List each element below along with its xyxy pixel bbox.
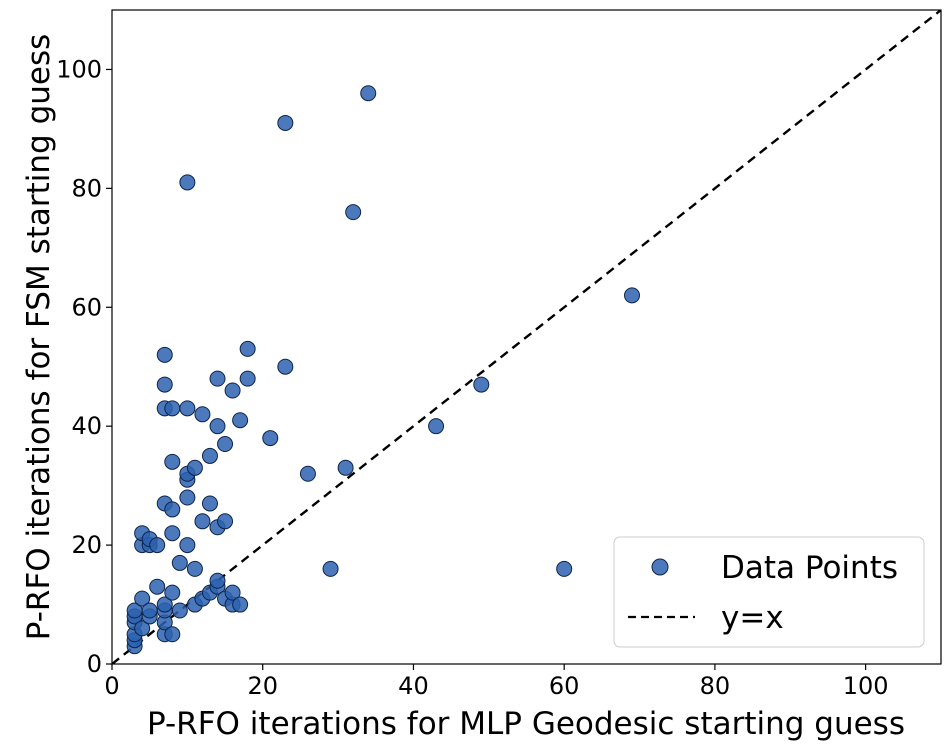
data-point <box>201 495 218 512</box>
data-point <box>179 489 196 506</box>
data-point <box>232 596 249 613</box>
legend-label-data-points: Data Points <box>721 550 898 586</box>
data-point <box>239 370 256 387</box>
data-point <box>179 400 196 417</box>
data-point <box>179 174 196 191</box>
data-point <box>171 554 188 571</box>
data-point <box>149 578 166 595</box>
legend-marker-data-points <box>651 558 669 576</box>
y-tick-label: 0 <box>87 650 102 678</box>
data-point <box>186 459 203 476</box>
data-point <box>179 537 196 554</box>
data-point <box>171 602 188 619</box>
data-point <box>156 346 173 363</box>
y-tick-label: 80 <box>71 174 102 202</box>
data-point <box>277 114 294 131</box>
data-point <box>224 382 241 399</box>
data-point <box>217 513 234 530</box>
y-tick-label: 20 <box>71 531 102 559</box>
data-point <box>262 430 279 447</box>
data-point <box>556 560 573 577</box>
x-tick-label: 100 <box>843 672 889 700</box>
data-point <box>209 370 226 387</box>
data-point <box>232 412 249 429</box>
data-point <box>322 560 339 577</box>
x-tick-label: 40 <box>398 672 429 700</box>
data-point <box>360 85 377 102</box>
x-tick-label: 60 <box>549 672 580 700</box>
x-tick-label: 20 <box>247 672 278 700</box>
data-point <box>164 501 181 518</box>
data-point <box>299 465 316 482</box>
data-point <box>149 537 166 554</box>
data-point <box>473 376 490 393</box>
data-point <box>134 620 151 637</box>
legend-box <box>613 536 925 648</box>
data-point <box>164 626 181 643</box>
data-point <box>239 340 256 357</box>
data-point <box>277 358 294 375</box>
plot-frame <box>111 9 942 665</box>
data-point <box>217 436 234 453</box>
data-point <box>156 376 173 393</box>
data-point <box>164 584 181 601</box>
data-point <box>337 459 354 476</box>
data-point <box>345 204 362 221</box>
y-axis-label: P-RFO iterations for FSM starting guess <box>21 34 57 641</box>
data-point <box>156 596 173 613</box>
y-tick-label: 100 <box>56 55 102 83</box>
data-point <box>164 400 181 417</box>
data-point <box>164 453 181 470</box>
data-point <box>194 513 211 530</box>
x-axis-label: P-RFO iterations for MLP Geodesic starti… <box>147 706 905 742</box>
data-point <box>141 602 158 619</box>
legend: Data Points y=x <box>613 536 925 648</box>
data-point <box>186 560 203 577</box>
y-tick-label: 60 <box>71 293 102 321</box>
reference-line-yx <box>112 10 941 664</box>
data-point <box>201 447 218 464</box>
data-point <box>209 572 226 589</box>
data-point <box>624 287 641 304</box>
x-tick-label: 80 <box>700 672 731 700</box>
legend-label-yx: y=x <box>721 600 784 636</box>
y-tick-label: 40 <box>71 412 102 440</box>
x-tick-label: 0 <box>104 672 119 700</box>
data-point <box>194 406 211 423</box>
data-point <box>428 418 445 435</box>
data-point <box>134 590 151 607</box>
data-point <box>209 418 226 435</box>
data-point <box>164 525 181 542</box>
data-point <box>224 584 241 601</box>
